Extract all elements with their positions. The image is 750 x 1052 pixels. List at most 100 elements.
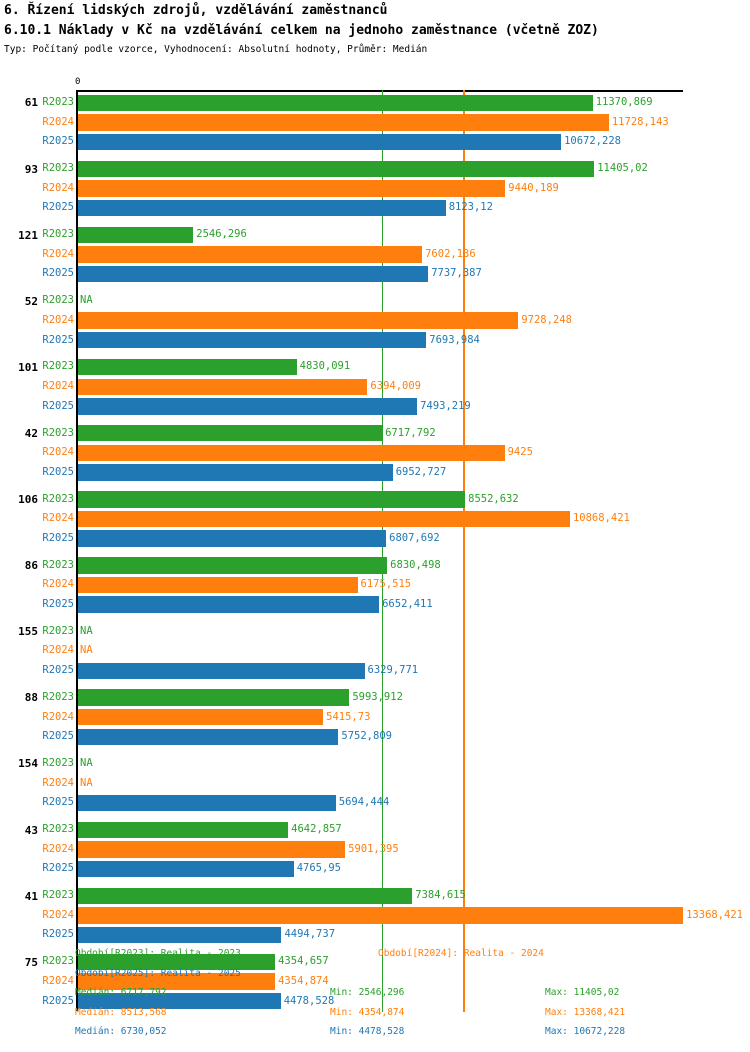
bar-43-r2023[interactable] [78, 821, 289, 839]
row-series-label-r2024: R2024 [42, 446, 74, 459]
group-label-61: 61 [24, 96, 38, 110]
group-label-121: 121 [18, 228, 38, 242]
bar-75-r2023[interactable] [78, 953, 276, 971]
stat-min-r2024: Min: 4354,874 [330, 1006, 405, 1018]
stats-row-r2023: Medián: 6717,792 Min: 2546,296 Max: 1140… [0, 983, 750, 1003]
bar-101-r2023[interactable] [78, 358, 297, 376]
bar-61-r2025[interactable] [78, 133, 562, 151]
bar-93-r2023[interactable] [78, 160, 595, 178]
row-series-label-r2024: R2024 [42, 313, 74, 326]
bar-value-93-r2025: 8123,12 [448, 201, 493, 214]
bar-value-86-r2025: 6652,411 [382, 597, 433, 610]
bar-106-r2023[interactable] [78, 491, 466, 508]
bar-value-52-r2023-na: NA [80, 294, 93, 307]
bar-88-r2023[interactable] [78, 689, 350, 706]
bar-value-41-r2024: 13368,421 [686, 908, 744, 921]
bar-101-r2025[interactable] [78, 398, 418, 415]
bar-value-42-r2023: 6717,792 [385, 426, 436, 439]
bar-value-86-r2024: 6175,515 [360, 578, 412, 591]
legend-row-2: Období[R2025]: Realita - 2025 [0, 964, 750, 984]
bar-value-154-r2025: 5694,444 [338, 796, 390, 809]
group-label-52: 52 [24, 294, 38, 308]
chart-row: R2024 13368,421 [0, 906, 750, 926]
chart-row: R2025 5694,444 [0, 793, 750, 813]
bar-43-r2025[interactable] [78, 860, 294, 878]
bar-86-r2025[interactable] [78, 596, 380, 613]
bar-42-r2023[interactable] [78, 425, 383, 442]
bar-61-r2023[interactable] [78, 94, 593, 111]
legend-item-r2024: Období[R2024]: Realita - 2024 [378, 948, 544, 959]
bar-value-43-r2024: 5901,395 [348, 842, 399, 855]
row-series-label-r2025: R2025 [42, 597, 74, 610]
row-series-label-r2023: R2023 [42, 426, 74, 439]
bar-93-r2025[interactable] [78, 199, 446, 217]
bar-88-r2024[interactable] [78, 709, 324, 726]
chart-row: R2023 4354,657 [0, 952, 750, 972]
chart-row: R2024 5415,73 [0, 708, 750, 728]
row-series-label-r2023: R2023 [42, 228, 74, 241]
row-series-label-r2024: R2024 [42, 842, 74, 855]
row-series-label-r2025: R2025 [42, 664, 74, 676]
chart-row: R2023 6830,498 [0, 556, 750, 576]
bar-75-r2025[interactable] [78, 993, 281, 1010]
stats-row-r2024: Medián: 8513,568 Min: 4354,874 Max: 1336… [0, 1003, 750, 1023]
bar-value-106-r2024: 10868,421 [572, 512, 630, 525]
bar-86-r2024[interactable] [78, 576, 358, 594]
group-label-88: 88 [24, 691, 38, 705]
chart-row: R2024 7602,136 [0, 245, 750, 265]
stat-min-r2025: Min: 4478,528 [330, 1026, 405, 1037]
bar-154-r2025[interactable] [78, 794, 336, 812]
bar-41-r2023[interactable] [78, 887, 413, 905]
bar-61-r2024[interactable] [78, 114, 609, 131]
row-series-label-r2023: R2023 [42, 757, 74, 769]
chart-row: R2024 9425 [0, 443, 750, 463]
group-label-101: 101 [18, 360, 38, 374]
chart-row: R2024 6394,009 [0, 377, 750, 397]
chart-row: R2024 NA [0, 774, 750, 794]
bar-42-r2024[interactable] [78, 444, 505, 462]
group-label-155: 155 [18, 625, 38, 639]
bar-42-r2025[interactable] [78, 464, 393, 481]
bar-52-r2025[interactable] [78, 332, 427, 349]
chart-row: R2023 NA [0, 622, 750, 642]
bar-106-r2024[interactable] [78, 510, 570, 528]
row-series-label-r2025: R2025 [42, 399, 74, 412]
chart-row: R2025 5752,809 [0, 727, 750, 747]
row-series-label-r2024: R2024 [42, 578, 74, 591]
chart-row: R2024 9728,248 [0, 311, 750, 331]
chart-row: R2024 6175,515 [0, 575, 750, 595]
stat-median-r2023: Medián: 6717,792 [75, 987, 167, 998]
bar-106-r2025[interactable] [78, 530, 387, 547]
bar-52-r2024[interactable] [78, 312, 519, 329]
bar-value-86-r2023: 6830,498 [390, 558, 441, 571]
row-series-label-r2023: R2023 [42, 558, 74, 571]
bar-value-121-r2023: 2546,296 [196, 228, 247, 241]
group-label-43: 43 [24, 823, 38, 837]
bar-75-r2024[interactable] [78, 973, 276, 990]
chart-row: R2025 4494,737 [0, 925, 750, 945]
chart-row: R2024 5901,395 [0, 840, 750, 860]
bar-value-75-r2024: 4354,874 [278, 974, 329, 987]
bar-88-r2025[interactable] [78, 728, 339, 746]
bar-101-r2024[interactable] [78, 378, 368, 395]
row-series-label-r2024: R2024 [42, 380, 74, 392]
chart-row: R2023 6717,792 [0, 424, 750, 444]
stat-max-r2023: Max: 11405,02 [545, 987, 620, 998]
bar-43-r2024[interactable] [78, 841, 346, 858]
bar-93-r2024[interactable] [78, 180, 506, 197]
bar-121-r2023[interactable] [78, 226, 194, 244]
bar-value-106-r2025: 6807,692 [389, 531, 440, 544]
chart-row: R2025 4478,528 [0, 992, 750, 1012]
chart-legend-footer: Období[R2023]: Realita - 2023 Období[R20… [0, 944, 750, 1042]
bar-155-r2025[interactable] [78, 662, 365, 679]
bar-value-43-r2023: 4642,857 [291, 823, 342, 836]
chart-row: R2023 7384,615 [0, 886, 750, 906]
bar-121-r2025[interactable] [78, 265, 429, 283]
row-series-label-r2025: R2025 [42, 267, 74, 280]
bar-86-r2023[interactable] [78, 557, 388, 574]
chart-row: R2025 6329,771 [0, 661, 750, 681]
bar-41-r2025[interactable] [78, 926, 282, 944]
bar-41-r2024[interactable] [78, 907, 684, 924]
bar-121-r2024[interactable] [78, 246, 423, 263]
